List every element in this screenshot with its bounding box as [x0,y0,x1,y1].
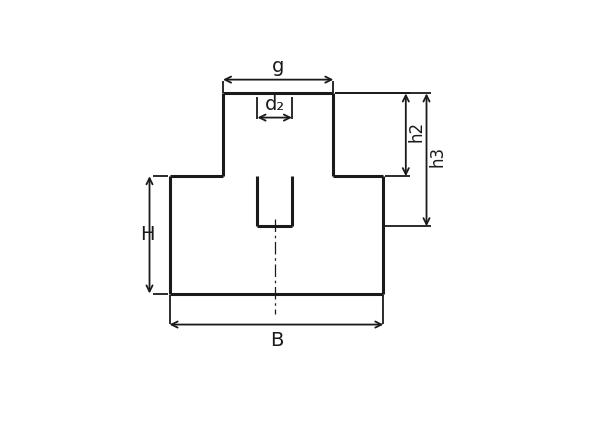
Text: g: g [272,57,284,76]
Text: d₂: d₂ [265,95,285,114]
Text: h3: h3 [428,146,446,167]
Text: h2: h2 [407,121,425,142]
Text: B: B [270,331,283,349]
Text: H: H [140,225,155,244]
